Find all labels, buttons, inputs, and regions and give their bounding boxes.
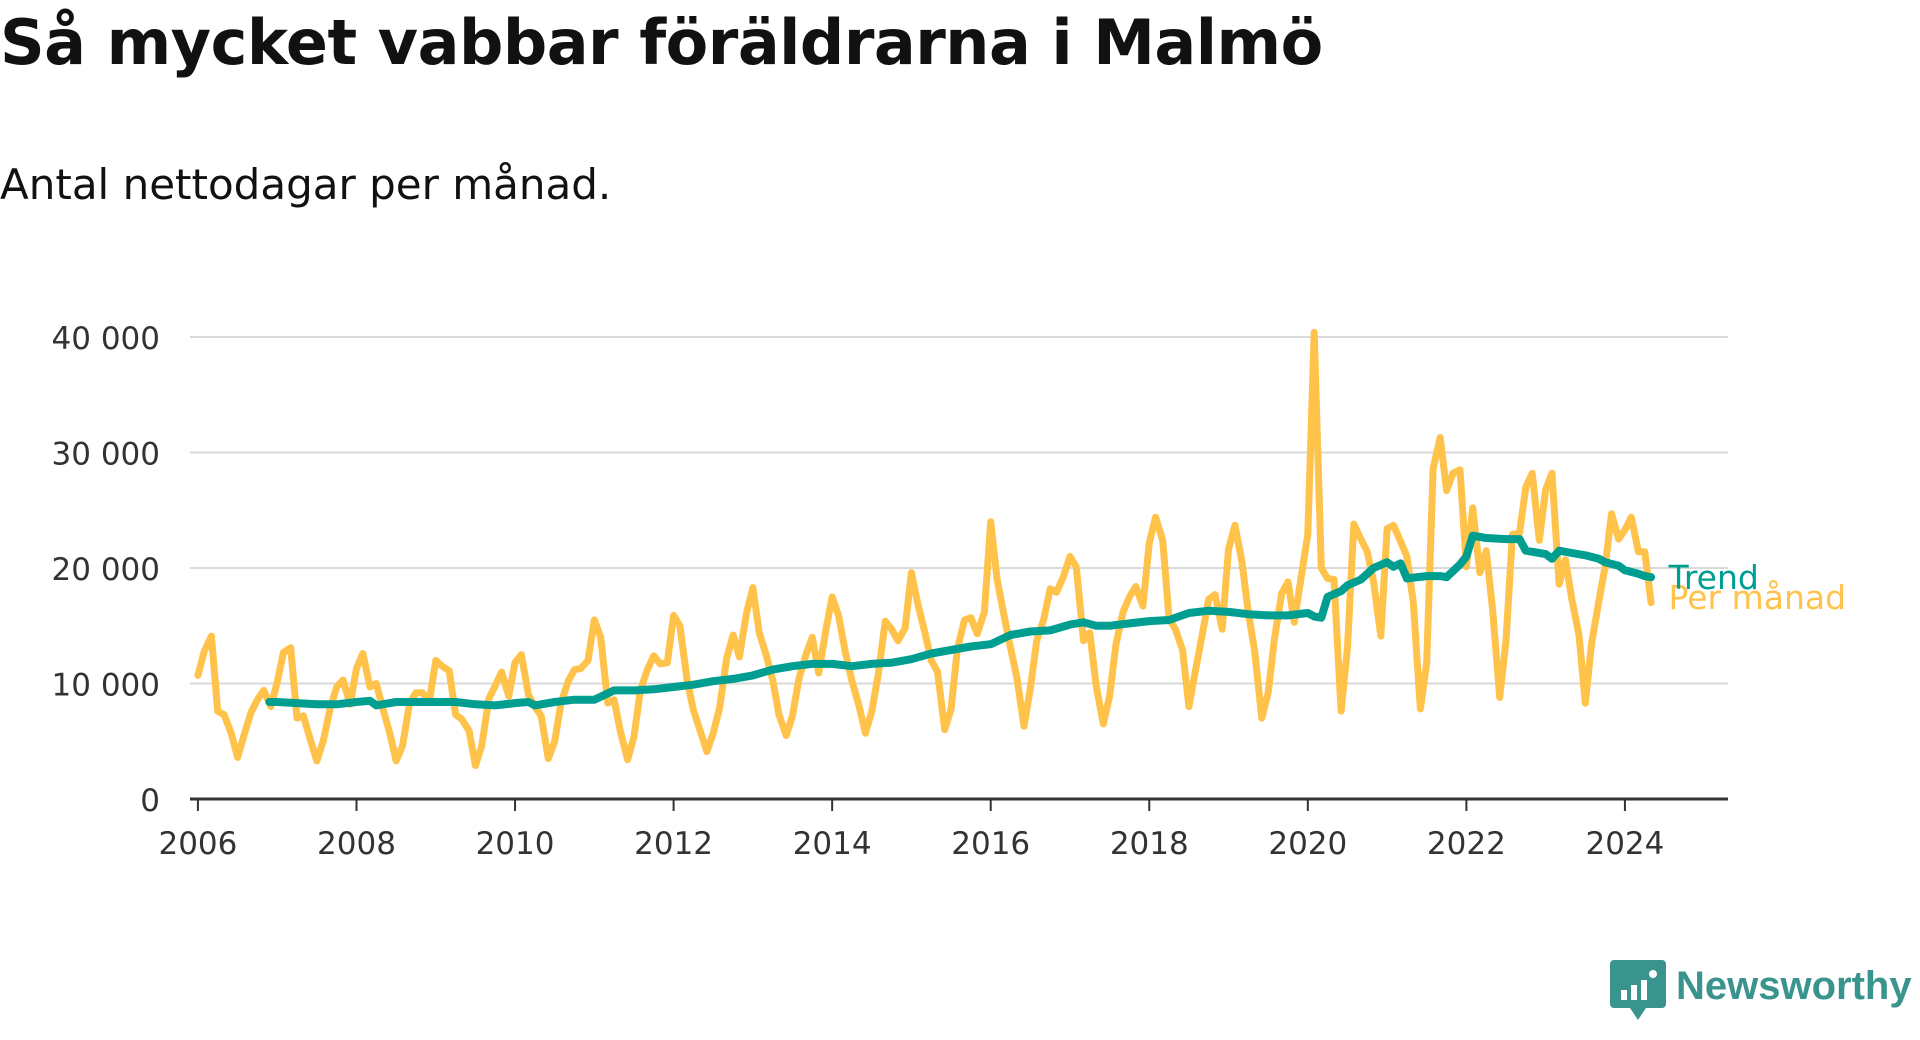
series-label-per-manad: Per månad — [1669, 578, 1847, 617]
series-lines — [194, 328, 1656, 769]
x-tick-label: 2006 — [158, 826, 237, 862]
y-tick-label: 0 — [140, 783, 160, 819]
x-tick-label: 2014 — [793, 826, 872, 862]
y-tick-label: 30 000 — [52, 437, 160, 473]
gridlines — [190, 336, 1728, 685]
x-tick-label: 2008 — [317, 826, 396, 862]
series-line-trend — [265, 531, 1656, 710]
x-tick-label: 2012 — [634, 826, 713, 862]
series-line-per-manad — [194, 328, 1655, 769]
chart-subtitle: Antal nettodagar per månad. — [0, 160, 612, 209]
y-axis-tick-labels: 0 10 000 20 000 30 000 40 000 — [52, 321, 160, 819]
newsworthy-logo-icon — [1610, 960, 1666, 1020]
x-tick-label: 2010 — [476, 826, 555, 862]
y-tick-label: 40 000 — [52, 321, 160, 357]
brand-name: Newsworthy — [1676, 964, 1912, 1008]
x-tick-label: 2022 — [1427, 826, 1506, 862]
series-label-trend: Trend — [1668, 558, 1759, 597]
newsworthy-brand: Newsworthy — [1610, 950, 1920, 1040]
y-tick-label: 10 000 — [52, 668, 160, 704]
x-axis: 2006 2008 2010 2012 2014 2016 2018 2020 2022 2024 — [158, 797, 1728, 862]
x-tick-label: 2018 — [1110, 826, 1189, 862]
chart-title: Så mycket vabbar föräldrarna i Malmö — [0, 6, 1323, 79]
x-tick-label: 2020 — [1268, 826, 1347, 862]
x-tick-label: 2024 — [1585, 826, 1664, 862]
y-tick-label: 20 000 — [52, 552, 160, 588]
x-tick-label: 2016 — [951, 826, 1030, 862]
